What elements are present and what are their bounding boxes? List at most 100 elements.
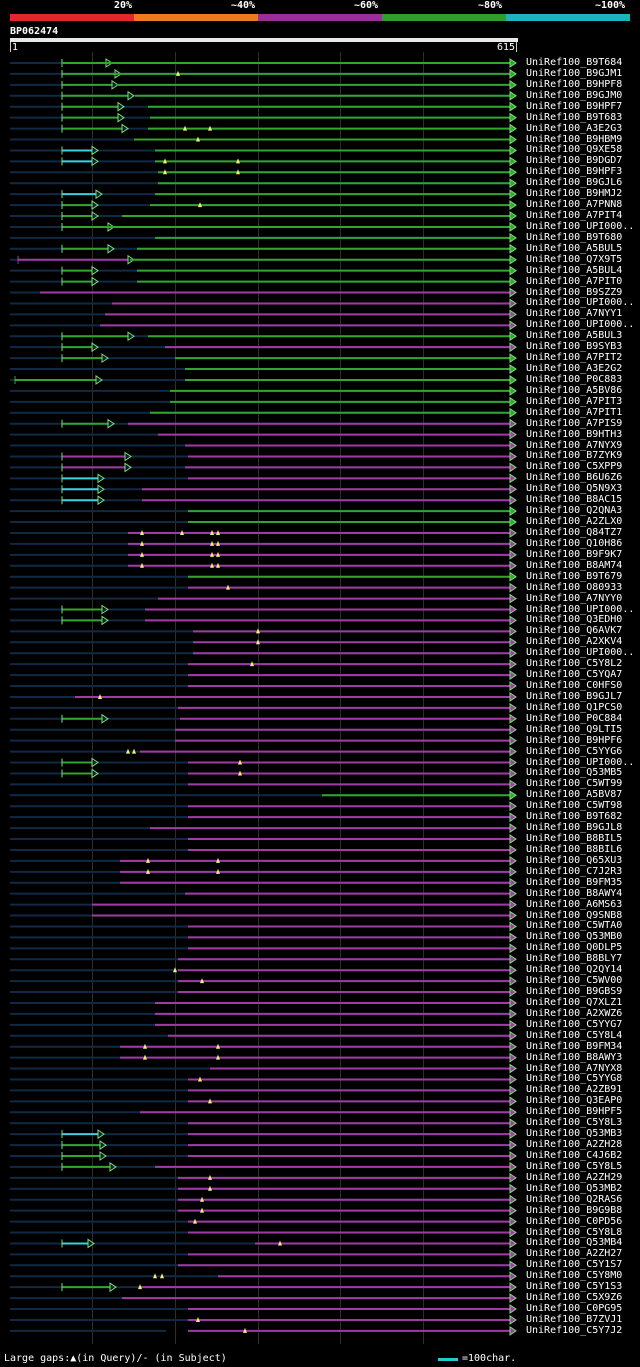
hit-label[interactable]: UniRef100_A2XWZ6 bbox=[526, 1007, 623, 1019]
hit-label[interactable]: UniRef100_B7ZYK9 bbox=[526, 450, 623, 462]
hit-label[interactable]: UniRef100_Q53MB5 bbox=[526, 767, 623, 779]
hit-label[interactable]: UniRef100_Q9LTI5 bbox=[526, 723, 623, 735]
hit-label[interactable]: UniRef100_B9G9B8 bbox=[526, 1204, 623, 1216]
hit-label[interactable]: UniRef100_B6U6Z6 bbox=[526, 472, 623, 484]
hit-label[interactable]: UniRef100_Q3EDH0 bbox=[526, 614, 623, 626]
hit-label[interactable]: UniRef100_A5BUL3 bbox=[526, 330, 623, 342]
hit-label[interactable]: UniRef100_B9HBM9 bbox=[526, 133, 623, 145]
hit-label[interactable]: UniRef100_C5Y8L8 bbox=[526, 1226, 623, 1238]
hit-label[interactable]: UniRef100_C7J2R3 bbox=[526, 865, 623, 877]
hit-label[interactable]: UniRef100_A7PIT4 bbox=[526, 210, 623, 222]
hit-label[interactable]: UniRef100_C5WT99 bbox=[526, 778, 623, 790]
hit-label[interactable]: UniRef100_A2ZH29 bbox=[526, 1171, 623, 1183]
hit-label[interactable]: UniRef100_C5WTA0 bbox=[526, 920, 623, 932]
hit-label[interactable]: UniRef100_A5BUL5 bbox=[526, 242, 623, 254]
hit-label[interactable]: UniRef100_A7PIT1 bbox=[526, 406, 623, 418]
hit-label[interactable]: UniRef100_UPI000.. bbox=[526, 756, 635, 768]
hit-label[interactable]: UniRef100_C5Y8L3 bbox=[526, 1117, 623, 1129]
hit-label[interactable]: UniRef100_C0PD56 bbox=[526, 1215, 623, 1227]
hit-label[interactable]: UniRef100_A7PIT3 bbox=[526, 395, 623, 407]
hit-label[interactable]: UniRef100_O80933 bbox=[526, 581, 623, 593]
hit-label[interactable]: UniRef100_A7PNN8 bbox=[526, 199, 623, 211]
hit-label[interactable]: UniRef100_A2ZB91 bbox=[526, 1084, 623, 1096]
hit-label[interactable]: UniRef100_C5Y8M0 bbox=[526, 1270, 623, 1282]
hit-label[interactable]: UniRef100_C5WV00 bbox=[526, 975, 623, 987]
hit-label[interactable]: UniRef100_Q5N9X3 bbox=[526, 483, 623, 495]
hit-label[interactable]: UniRef100_A7PIT2 bbox=[526, 352, 623, 364]
hit-label[interactable]: UniRef100_B9HPF7 bbox=[526, 100, 623, 112]
hit-label[interactable]: UniRef100_C5X9Z6 bbox=[526, 1292, 623, 1304]
hit-label[interactable]: UniRef100_B9T682 bbox=[526, 811, 623, 823]
hit-label[interactable]: UniRef100_B8AWY3 bbox=[526, 1051, 623, 1063]
hit-label[interactable]: UniRef100_Q7X9T5 bbox=[526, 253, 623, 265]
hit-label[interactable]: UniRef100_C5Y8L5 bbox=[526, 1160, 623, 1172]
hit-label[interactable]: UniRef100_B9SZZ9 bbox=[526, 286, 623, 298]
hit-label[interactable]: UniRef100_A7NYX8 bbox=[526, 1062, 623, 1074]
hit-label[interactable]: UniRef100_A2ZLX0 bbox=[526, 516, 623, 528]
hit-label[interactable]: UniRef100_Q3EAP0 bbox=[526, 1095, 623, 1107]
hit-label[interactable]: UniRef100_B9F9K7 bbox=[526, 548, 623, 560]
hit-label[interactable]: UniRef100_A2ZH27 bbox=[526, 1248, 623, 1260]
hit-label[interactable]: UniRef100_C5YYG8 bbox=[526, 1073, 623, 1085]
hit-label[interactable]: UniRef100_A6MS63 bbox=[526, 898, 623, 910]
hit-label[interactable]: UniRef100_B9GBS9 bbox=[526, 986, 623, 998]
hit-label[interactable]: UniRef100_A5BUL4 bbox=[526, 264, 623, 276]
hit-label[interactable]: UniRef100_P0C883 bbox=[526, 373, 623, 385]
hit-label[interactable]: UniRef100_P0C884 bbox=[526, 712, 623, 724]
hit-label[interactable]: UniRef100_C5YYG7 bbox=[526, 1018, 623, 1030]
hit-label[interactable]: UniRef100_B9FM34 bbox=[526, 1040, 623, 1052]
hit-label[interactable]: UniRef100_B9GJM1 bbox=[526, 67, 623, 79]
hit-label[interactable]: UniRef100_B9GJL6 bbox=[526, 177, 623, 189]
hit-label[interactable]: UniRef100_UPI000.. bbox=[526, 220, 635, 232]
hit-label[interactable]: UniRef100_C0HFS0 bbox=[526, 680, 623, 691]
hit-label[interactable]: UniRef100_B9DGD7 bbox=[526, 155, 623, 167]
hit-label[interactable]: UniRef100_Q53MB2 bbox=[526, 1182, 623, 1194]
hit-label[interactable]: UniRef100_A7NYY0 bbox=[526, 592, 623, 604]
hit-label[interactable]: UniRef100_C5YQA7 bbox=[526, 669, 623, 681]
hit-label[interactable]: UniRef100_Q1PCS0 bbox=[526, 701, 623, 713]
hit-label[interactable]: UniRef100_C5WT98 bbox=[526, 800, 623, 812]
hit-label[interactable]: UniRef100_A2ZH28 bbox=[526, 1139, 623, 1151]
hit-label[interactable]: UniRef100_A7NYY1 bbox=[526, 308, 623, 320]
hit-label[interactable]: UniRef100_C5Y1S3 bbox=[526, 1281, 623, 1293]
hit-label[interactable]: UniRef100_B8BLY7 bbox=[526, 953, 623, 965]
hit-label[interactable]: UniRef100_C0PG95 bbox=[526, 1303, 623, 1315]
hit-label[interactable]: UniRef100_Q9SNB8 bbox=[526, 909, 623, 921]
hit-label[interactable]: UniRef100_Q10H86 bbox=[526, 537, 623, 549]
hit-label[interactable]: UniRef100_Q2QNA3 bbox=[526, 505, 623, 517]
hit-label[interactable]: UniRef100_B9HMJ2 bbox=[526, 188, 623, 200]
hit-label[interactable]: UniRef100_Q7XLZ1 bbox=[526, 996, 623, 1008]
hit-label[interactable]: UniRef100_B8BIL6 bbox=[526, 843, 623, 855]
hit-label[interactable]: UniRef100_Q65XU3 bbox=[526, 854, 623, 866]
hit-label[interactable]: UniRef100_C5Y1S7 bbox=[526, 1259, 623, 1271]
hit-label[interactable]: UniRef100_B9HPF8 bbox=[526, 78, 623, 90]
hit-label[interactable]: UniRef100_B9HPF5 bbox=[526, 1106, 623, 1118]
hit-label[interactable]: UniRef100_Q9XE58 bbox=[526, 144, 623, 156]
hit-label[interactable]: UniRef100_B9GJL7 bbox=[526, 690, 623, 702]
hit-label[interactable]: UniRef100_Q2RAS6 bbox=[526, 1193, 623, 1205]
hit-label[interactable]: UniRef100_B9HTH3 bbox=[526, 428, 623, 440]
hit-label[interactable]: UniRef100_Q84TZ7 bbox=[526, 526, 623, 538]
hit-label[interactable]: UniRef100_B9GJM0 bbox=[526, 89, 623, 101]
hit-label[interactable]: UniRef100_Q0DLP5 bbox=[526, 942, 623, 954]
hit-label[interactable]: UniRef100_B9T683 bbox=[526, 111, 623, 123]
hit-label[interactable]: UniRef100_B9FM35 bbox=[526, 876, 623, 888]
hit-label[interactable]: UniRef100_Q2QY14 bbox=[526, 964, 623, 976]
hit-label[interactable]: UniRef100_UPI000.. bbox=[526, 647, 635, 659]
hit-label[interactable]: UniRef100_C5YYG6 bbox=[526, 745, 623, 757]
hit-label[interactable]: UniRef100_B8AM74 bbox=[526, 559, 623, 571]
hit-label[interactable]: UniRef100_B9SYB3 bbox=[526, 341, 623, 353]
hit-label[interactable]: UniRef100_UPI000.. bbox=[526, 297, 635, 309]
hit-label[interactable]: UniRef100_UPI000.. bbox=[526, 319, 635, 331]
hit-label[interactable]: UniRef100_Q53MB0 bbox=[526, 931, 623, 943]
hit-label[interactable]: UniRef100_A5BV86 bbox=[526, 384, 623, 396]
hit-label[interactable]: UniRef100_B7ZVJ1 bbox=[526, 1313, 623, 1325]
hit-label[interactable]: UniRef100_B8BIL5 bbox=[526, 833, 623, 845]
hit-label[interactable]: UniRef100_B9GJL8 bbox=[526, 822, 623, 834]
hit-label[interactable]: UniRef100_C5Y8L2 bbox=[526, 658, 623, 670]
hit-label[interactable]: UniRef100_B9HPF3 bbox=[526, 166, 623, 178]
hit-label[interactable]: UniRef100_B9HPF6 bbox=[526, 734, 623, 746]
hit-label[interactable]: UniRef100_A3E2G2 bbox=[526, 363, 623, 375]
hit-label[interactable]: UniRef100_B8AC15 bbox=[526, 494, 623, 506]
hit-label[interactable]: UniRef100_A7PIS9 bbox=[526, 417, 623, 429]
